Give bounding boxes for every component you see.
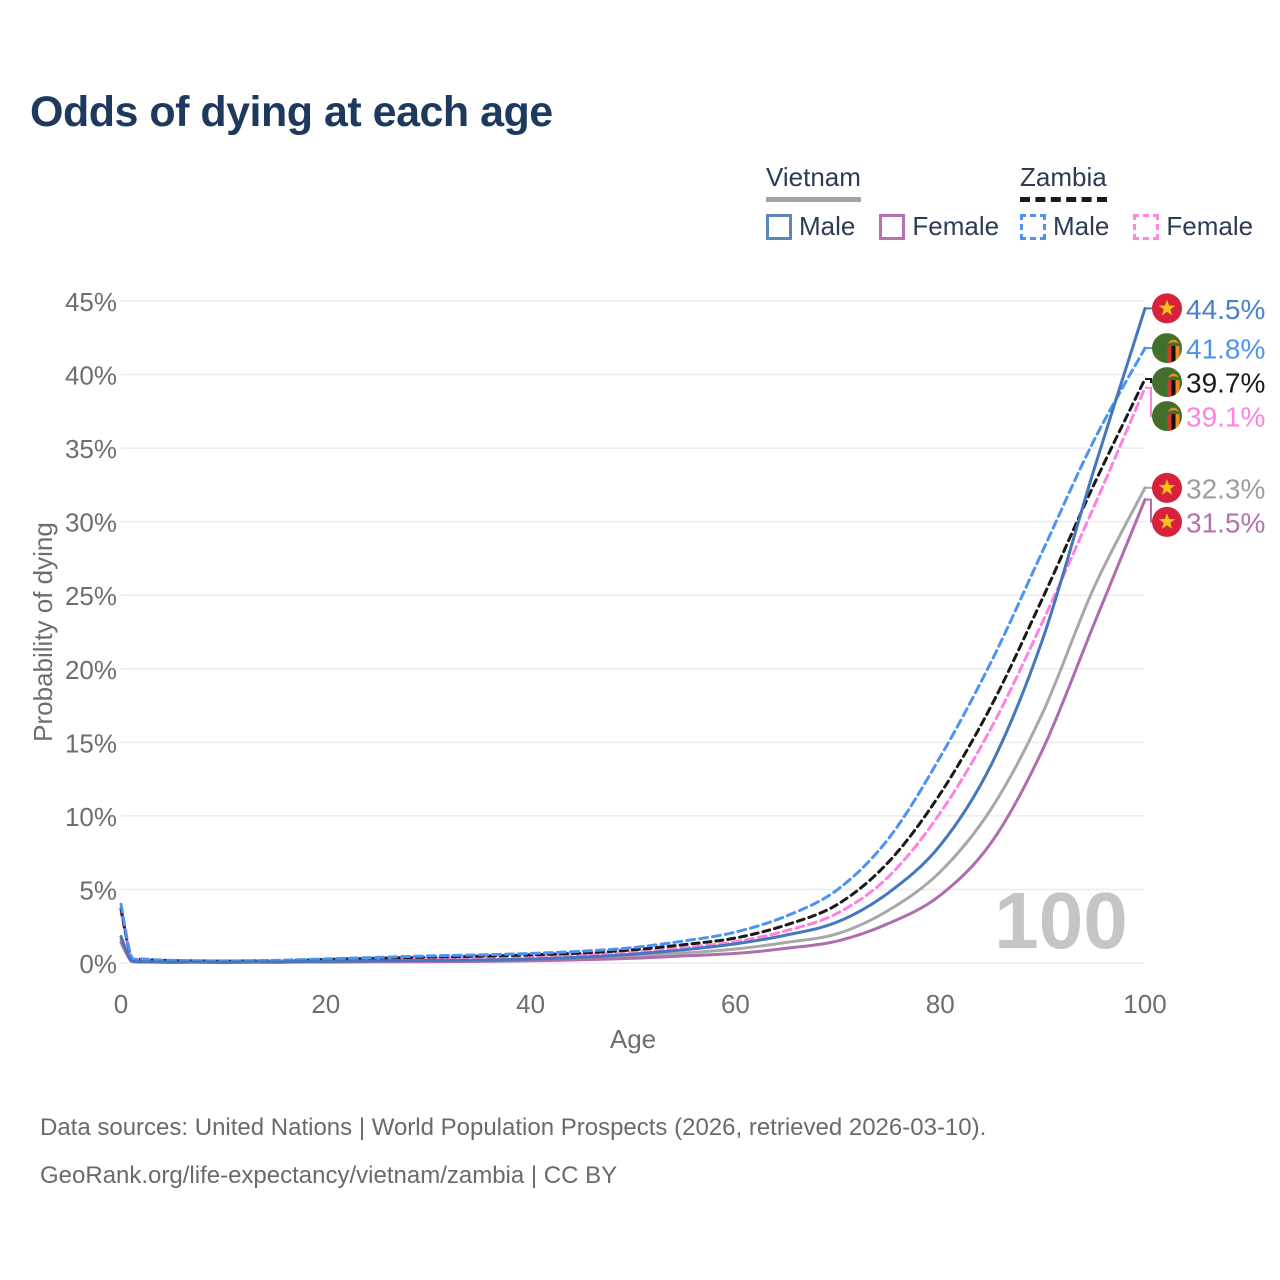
footer: Data sources: United Nations | World Pop… (40, 1104, 986, 1200)
legend-country-label-zambia: Zambia (1020, 162, 1107, 192)
vietnam-flag-star (1158, 513, 1176, 529)
legend-country-vietnam: Vietnam (766, 162, 861, 202)
legend-country-label-vietnam: Vietnam (766, 162, 861, 192)
legend-group-vietnam: Vietnam Male Female (766, 162, 1023, 242)
vietnam-flag-star (1158, 299, 1176, 316)
x-axis-tick-labels: 0 20 40 60 80 100 (114, 989, 1167, 1019)
vietnam-flag-icon (1152, 506, 1182, 537)
end-label-value-zambia-female: 39.1% (1186, 402, 1265, 433)
series-line-zambia-male (119, 346, 1147, 963)
end-label-value-zambia-male: 41.8% (1186, 334, 1265, 365)
end-label-value-vietnam-female: 31.5% (1186, 507, 1265, 538)
legend-country-zambia: Zambia (1020, 162, 1107, 202)
x-tick-label: 100 (1123, 989, 1166, 1019)
legend-label-zambia-male: Male (1053, 211, 1110, 241)
vietnam-flag-star (1158, 479, 1176, 495)
legend-label-vietnam-male: Male (799, 211, 856, 241)
x-tick-label: 20 (311, 989, 340, 1019)
y-tick-label: 5% (79, 875, 117, 905)
zambia-flag-black-stripe (1171, 346, 1176, 364)
x-tick-label: 40 (516, 989, 545, 1019)
y-tick-label: 10% (65, 802, 117, 832)
zambia-flag-icon (1152, 367, 1182, 398)
zambia-flag-red-stripe (1167, 414, 1172, 432)
series-line-zambia-female (119, 386, 1147, 963)
x-tick-label: 0 (114, 989, 128, 1019)
y-tick-label: 35% (65, 434, 117, 464)
legend-swatch-vietnam-female[interactable] (879, 213, 906, 240)
zambia-flag-black-stripe (1171, 380, 1176, 398)
legend-label-zambia-female: Female (1166, 211, 1254, 241)
zambia-flag-red-stripe (1167, 346, 1172, 364)
footer-attribution-link[interactable]: GeoRank.org/life-expectancy/vietnam/zamb… (40, 1162, 618, 1189)
vietnam-line-style-sample (766, 197, 861, 202)
zambia-flag-orange-stripe (1175, 414, 1180, 432)
series-end-labels: 44.5% 41.8%39.7%39.1% 32.3%31.5% (1145, 293, 1265, 538)
vietnam-flag-icon (1152, 293, 1182, 324)
y-tick-label: 45% (65, 287, 117, 317)
y-axis-title: Probability of dying (28, 522, 58, 742)
legend-row-zambia: Male Female (1020, 211, 1277, 242)
y-tick-label: 30% (65, 508, 117, 538)
y-axis-tick-labels: 0% 5% 10% 15% 20% 25% 30% 35% 40% 45% (65, 287, 117, 979)
x-axis-title: Age (610, 1024, 656, 1054)
y-tick-label: 20% (65, 655, 117, 685)
y-tick-label: 15% (65, 728, 117, 758)
zambia-flag-eagle (1168, 407, 1179, 413)
zambia-flag-icon (1152, 333, 1182, 364)
series-lines (119, 306, 1147, 965)
legend-row-vietnam: Male Female (766, 211, 1023, 242)
series-line-vietnam-female (119, 498, 1147, 965)
chart-legend: Vietnam Male Female Zambia Male Female (0, 0, 1280, 260)
footer-data-sources: Data sources: United Nations | World Pop… (40, 1114, 987, 1141)
x-tick-label: 60 (721, 989, 750, 1019)
zambia-line-style-sample (1020, 197, 1107, 202)
legend-group-zambia: Zambia Male Female (1020, 162, 1277, 242)
page-title: Odds of dying at each age (30, 88, 553, 136)
zambia-flag-field (1152, 401, 1182, 432)
series-line-vietnam-male (119, 306, 1147, 964)
zambia-flag-orange-stripe (1175, 380, 1180, 398)
gridlines (121, 300, 1145, 964)
y-tick-label: 25% (65, 581, 117, 611)
zambia-flag-black-stripe (1171, 414, 1176, 432)
age-watermark: 100 (994, 876, 1127, 965)
legend-swatch-vietnam-male[interactable] (766, 213, 792, 240)
legend-label-vietnam-female: Female (912, 211, 1000, 241)
zambia-flag-red-stripe (1167, 380, 1172, 398)
legend-swatch-zambia-male[interactable] (1020, 213, 1046, 240)
vietnam-flag-icon (1152, 472, 1182, 503)
zambia-flag-field (1152, 333, 1182, 364)
end-label-value-vietnam-both-sexes: 32.3% (1186, 473, 1265, 504)
zambia-flag-eagle (1168, 339, 1179, 345)
series-line-zambia-both-sexes (119, 377, 1147, 963)
zambia-flag-eagle (1168, 373, 1179, 379)
end-label-value-vietnam-male: 44.5% (1186, 294, 1265, 325)
y-tick-label: 40% (65, 361, 117, 391)
x-tick-label: 80 (926, 989, 955, 1019)
legend-swatch-zambia-female[interactable] (1133, 213, 1160, 240)
zambia-flag-orange-stripe (1175, 346, 1180, 364)
end-label-value-zambia-both-sexes: 39.7% (1186, 368, 1265, 399)
y-tick-label: 0% (79, 949, 117, 979)
zambia-flag-icon (1152, 401, 1182, 432)
zambia-flag-field (1152, 367, 1182, 398)
